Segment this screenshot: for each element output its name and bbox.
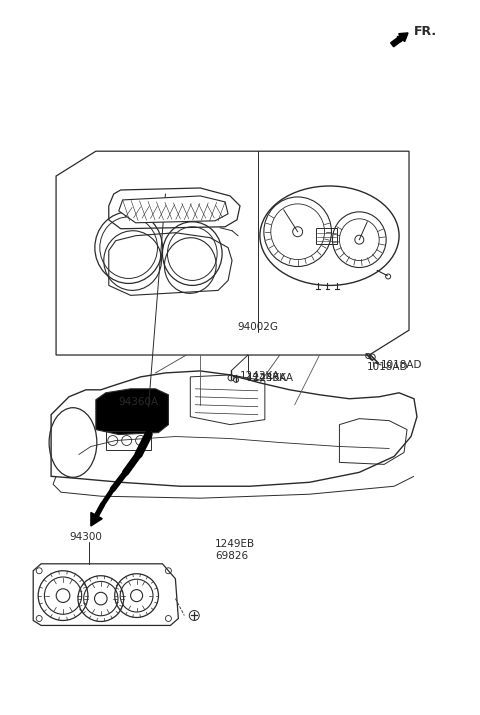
Text: 1243KA: 1243KA xyxy=(247,373,287,383)
Text: 1243KA: 1243KA xyxy=(240,371,280,381)
Text: 69826: 69826 xyxy=(215,551,248,561)
Text: 94002G: 94002G xyxy=(238,322,278,332)
Text: ↓1243KA: ↓1243KA xyxy=(245,373,294,383)
Text: FR.: FR. xyxy=(414,26,437,39)
Text: 1249EB: 1249EB xyxy=(215,539,255,549)
Text: 1018AD: 1018AD xyxy=(367,362,409,372)
FancyArrow shape xyxy=(91,503,105,526)
FancyArrow shape xyxy=(391,33,408,46)
Text: 1018AD: 1018AD xyxy=(381,360,423,370)
Bar xyxy=(106,430,151,450)
Polygon shape xyxy=(96,389,168,435)
Polygon shape xyxy=(119,196,228,223)
Text: 94360A: 94360A xyxy=(119,397,159,407)
Bar xyxy=(315,228,337,244)
Text: 94300: 94300 xyxy=(69,532,102,542)
